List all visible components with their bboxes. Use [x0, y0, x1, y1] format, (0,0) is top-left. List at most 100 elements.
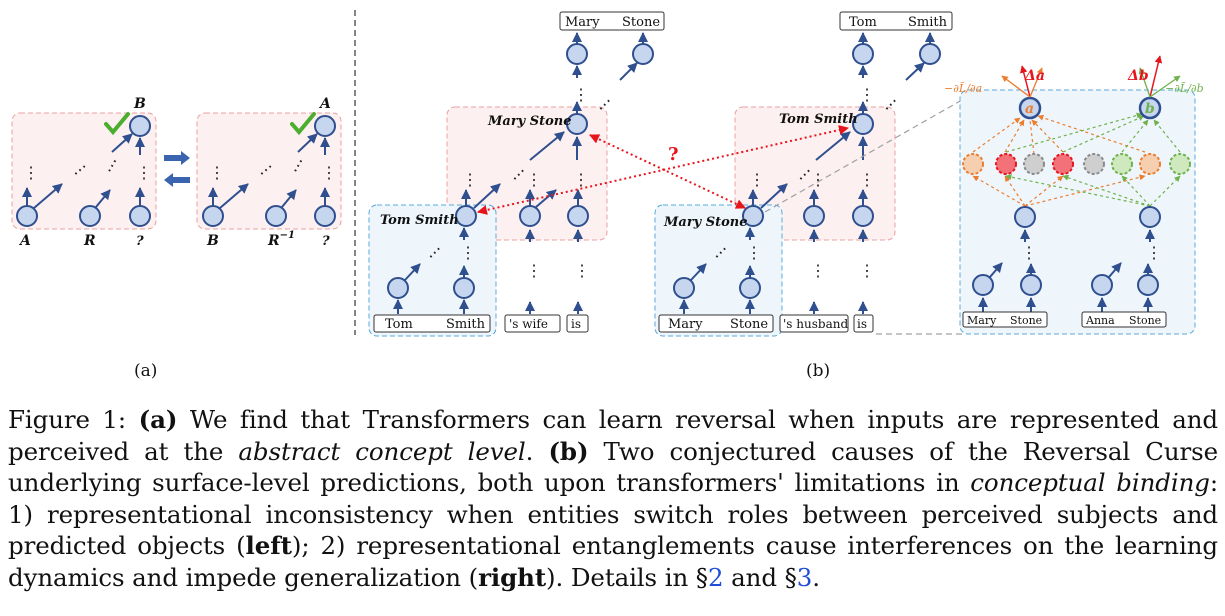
input-token: Smith — [446, 317, 486, 332]
svg-text:⋮: ⋮ — [746, 243, 762, 262]
section-link[interactable]: 2 — [707, 562, 724, 592]
svg-text:⋮: ⋮ — [526, 261, 542, 280]
input-token: Stone — [1010, 314, 1042, 327]
svg-text:⋮: ⋮ — [136, 163, 152, 182]
check-icon — [290, 112, 316, 136]
arrow-left-icon — [164, 173, 190, 187]
inconsistency-arrow — [477, 125, 849, 215]
svg-text:⋮: ⋮ — [859, 261, 875, 280]
input-box-2 — [658, 314, 774, 333]
output-token: Tom — [849, 15, 877, 30]
grad-a-label: −∂L̃/∂a — [944, 82, 982, 95]
caption-text: Two conjectured causes of the Reversal C… — [8, 436, 1218, 498]
grad-b-label: −∂L̃/∂b — [1165, 82, 1204, 95]
question-mark: ? — [668, 144, 679, 165]
panel-a: ⋮ ⋮ ⋯ ⋯ B A R ? ⋮ ⋮ ⋯ ⋯ A B R−1 ? (a) — [11, 96, 342, 381]
caption-a-tag: (a) — [138, 405, 178, 434]
input-token: Anna — [1085, 314, 1115, 327]
svg-text:⋮: ⋮ — [574, 261, 590, 280]
caption-italic: conceptual binding — [970, 468, 1210, 497]
output-box-1 — [559, 11, 665, 31]
label-A: A — [18, 233, 31, 249]
relation-token-box — [504, 314, 561, 333]
panel-b-ex2: Tom Smith ⋮ ⋯ Tom Smith ⋮ Mary Stone ⋯ ⋮… — [654, 11, 953, 337]
svg-text:⋮: ⋮ — [321, 163, 337, 182]
check-icon — [104, 112, 130, 136]
label-q1: ? — [136, 234, 144, 249]
neuron-red — [1052, 153, 1074, 175]
svg-text:⋮: ⋮ — [460, 243, 476, 262]
caption-text: : 1) representational inconsistency when… — [8, 468, 1218, 560]
neuron-gray — [1083, 153, 1105, 175]
section-link[interactable]: 3 — [796, 562, 813, 592]
svg-text:⋮: ⋮ — [810, 261, 826, 280]
label-A-top: A — [318, 96, 331, 112]
node-b-label: b — [1145, 101, 1155, 117]
caption-bold: left — [245, 531, 292, 560]
svg-text:⋮: ⋮ — [462, 170, 478, 189]
figure-label: Figure 1: — [8, 405, 127, 434]
node-B-top — [129, 115, 151, 137]
concept-label-mid-1: Tom Smith — [380, 213, 459, 228]
svg-text:⋮: ⋮ — [526, 170, 542, 189]
delta-b-label: Δb — [1127, 68, 1149, 84]
concept-label-top-2: Tom Smith — [779, 112, 858, 127]
caption-text: ). Details in § — [546, 562, 708, 592]
label-B: B — [206, 233, 219, 249]
is-token: is — [571, 317, 581, 331]
caption-text: . — [525, 436, 549, 466]
svg-text:⋮: ⋮ — [573, 85, 589, 104]
arrow-right-icon — [164, 151, 190, 165]
panel-b-ex1: Mary Stone ⋮ ⋯ Mary Stone ⋮ Tom Smith ⋯ … — [368, 11, 665, 337]
caption-text: ); 2) representational entanglements cau… — [8, 531, 1218, 592]
neuron-gray — [1023, 153, 1045, 175]
node-R — [79, 205, 101, 227]
figure-1: ⋮ ⋮ ⋯ ⋯ B A R ? ⋮ ⋮ ⋯ ⋯ A B R−1 ? (a) — [11, 10, 1204, 381]
is-token: is — [857, 317, 867, 331]
neuron-green — [1169, 153, 1191, 175]
label-B-top: B — [133, 96, 146, 112]
is-token-box — [566, 314, 589, 333]
neuron-green — [1111, 153, 1133, 175]
figure-caption: Figure 1: (a) We find that Transformers … — [8, 404, 1218, 593]
input-token: Stone — [730, 317, 768, 332]
caption-text: and § — [723, 562, 797, 592]
entangle-box — [959, 89, 1196, 335]
input-token: Stone — [1129, 314, 1161, 327]
node-a — [1018, 96, 1042, 120]
node-A-top — [314, 115, 336, 137]
relation-token: 's husband — [783, 317, 848, 331]
relation-token-box — [779, 314, 849, 333]
input-box-1 — [373, 314, 491, 333]
node-Rinv — [265, 205, 287, 227]
svg-text:⋮: ⋮ — [810, 170, 826, 189]
caption-italic: abstract concept level — [238, 436, 526, 466]
output-token: Stone — [622, 15, 660, 30]
node-b — [1138, 96, 1162, 120]
svg-text:⋮: ⋮ — [749, 170, 765, 189]
caption-text: . — [812, 562, 820, 592]
label-Rinv: R−1 — [267, 230, 295, 249]
neuron-red — [995, 153, 1017, 175]
svg-text:⋮: ⋮ — [209, 163, 225, 182]
panel-b-label: (b) — [806, 361, 830, 381]
label-q2: ? — [322, 234, 330, 249]
panel-a-label: (a) — [134, 361, 157, 381]
input-token: Tom — [385, 317, 413, 332]
entangle-input-1 — [962, 311, 1048, 328]
relation-token: 's wife — [509, 317, 548, 331]
delta-a-label: Δa — [1024, 68, 1045, 84]
label-R: R — [83, 233, 96, 249]
caption-b-tag: (b) — [548, 436, 589, 466]
concept-label-top-1: Mary Stone — [487, 114, 572, 129]
svg-text:⋮: ⋮ — [1146, 243, 1162, 262]
concept-label-mid-2: Mary Stone — [663, 215, 748, 230]
output-box-2 — [839, 11, 953, 31]
caption-text: We find that Transformers can learn reve… — [8, 405, 1218, 466]
entangle-input-2 — [1081, 311, 1167, 328]
svg-text:⋮: ⋮ — [23, 163, 39, 182]
box-a-left — [11, 112, 157, 230]
svg-text:⋮: ⋮ — [859, 85, 875, 104]
box-a-right — [196, 112, 342, 230]
caption-bold: right — [478, 562, 547, 592]
